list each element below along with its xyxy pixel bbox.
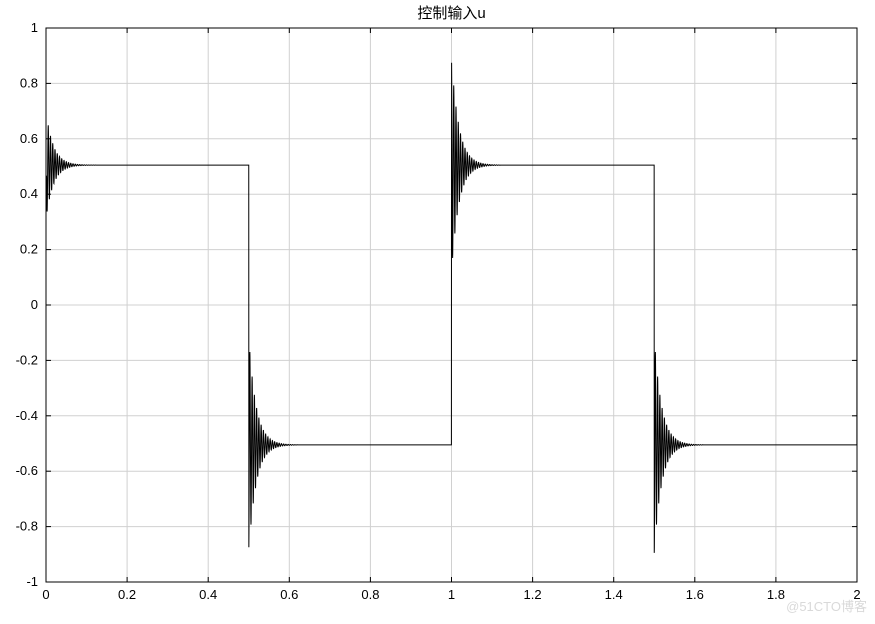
x-tick-label: 1.8 <box>767 587 785 602</box>
x-tick-label: 1 <box>448 587 455 602</box>
watermark-text: @51CTO博客 <box>786 596 867 615</box>
y-tick-label: -0.6 <box>16 463 38 478</box>
y-tick-label: -1 <box>26 574 38 589</box>
x-tick-label: 1.2 <box>524 587 542 602</box>
y-tick-label: 0 <box>31 297 38 312</box>
x-tick-label: 1.4 <box>605 587 623 602</box>
y-tick-label: 0.8 <box>20 75 38 90</box>
x-tick-label: 0.2 <box>118 587 136 602</box>
y-tick-label: 1 <box>31 20 38 35</box>
y-tick-label: 0.4 <box>20 186 38 201</box>
y-tick-label: 0.6 <box>20 131 38 146</box>
chart-title: 控制输入u <box>417 5 485 22</box>
x-tick-label: 0.8 <box>361 587 379 602</box>
y-tick-label: -0.8 <box>16 519 38 534</box>
x-tick-label: 0.4 <box>199 587 217 602</box>
y-tick-label: -0.2 <box>16 352 38 367</box>
x-tick-label: 1.6 <box>686 587 704 602</box>
y-tick-label: 0.2 <box>20 242 38 257</box>
y-tick-label: -0.4 <box>16 408 38 423</box>
x-tick-label: 0.6 <box>280 587 298 602</box>
chart-svg: 00.20.40.60.811.21.41.61.82-1-0.8-0.6-0.… <box>0 0 875 619</box>
chart-container: 00.20.40.60.811.21.41.61.82-1-0.8-0.6-0.… <box>0 0 875 619</box>
x-tick-label: 0 <box>42 587 49 602</box>
